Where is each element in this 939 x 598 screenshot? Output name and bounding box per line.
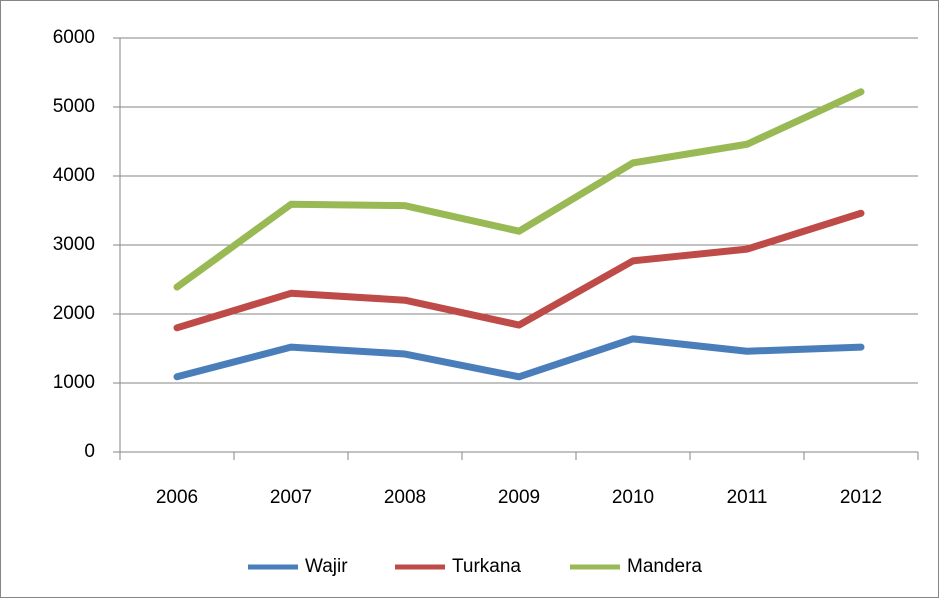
- y-tick-label: 1000: [53, 372, 95, 393]
- legend-label: Mandera: [627, 556, 702, 577]
- line-series: [173, 88, 865, 291]
- y-tick-label: 5000: [53, 96, 95, 117]
- y-tick-label: 4000: [53, 165, 95, 186]
- x-tick-label: 2010: [612, 487, 654, 508]
- y-tick-label: 6000: [53, 27, 95, 48]
- y-tick-label: 2000: [53, 303, 95, 324]
- x-tick-label: 2007: [270, 487, 312, 508]
- x-tick-label: 2006: [156, 487, 198, 508]
- legend-label: Wajir: [305, 556, 348, 577]
- x-tick-label: 2012: [840, 487, 882, 508]
- legend-label: Turkana: [452, 556, 521, 577]
- x-tick-label: 2008: [384, 487, 426, 508]
- y-tick-label: 0: [84, 441, 95, 462]
- line-series: [173, 209, 865, 332]
- x-tick-label: 2011: [727, 487, 768, 508]
- line-series: [173, 335, 865, 381]
- x-tick-label: 2009: [498, 487, 540, 508]
- y-tick-label: 3000: [53, 234, 95, 255]
